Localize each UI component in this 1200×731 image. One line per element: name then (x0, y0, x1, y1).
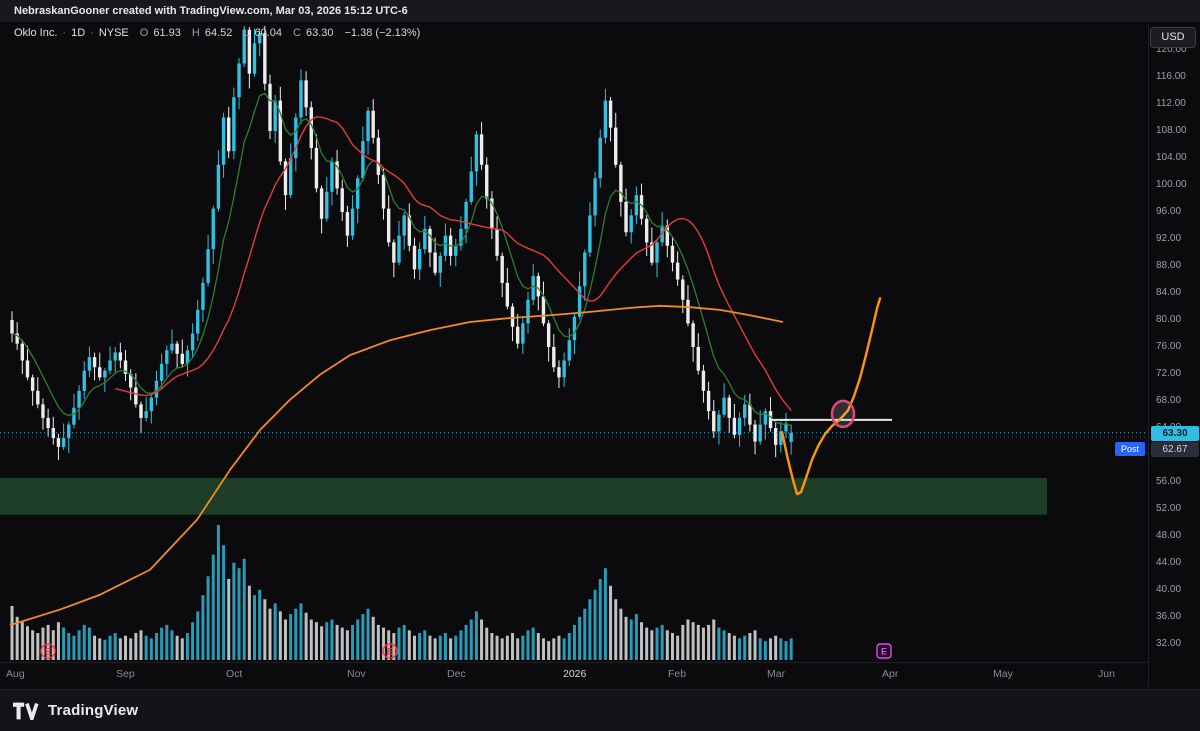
price-tick-label: 120.00 (1156, 44, 1187, 55)
support-zone-rectangle[interactable] (0, 477, 1047, 515)
time-axis-label: Nov (347, 668, 366, 680)
price-tick-label: 92.00 (1156, 233, 1182, 244)
low-value: 60.04 (254, 27, 283, 39)
time-axis[interactable]: Aug Sep Oct Nov Dec 2026 Feb Mar Apr May Jun (0, 662, 1149, 687)
projection-path-drawing[interactable] (780, 297, 882, 496)
ma-slow-orange-line[interactable] (9, 304, 784, 626)
close-label: C (293, 27, 301, 39)
symbol-legend: Oklo Inc. · 1D · NYSE O 61.93 H 64.52 L … (14, 27, 420, 39)
time-axis-label: Apr (882, 668, 899, 680)
circle-annotation-drawing[interactable] (830, 399, 856, 429)
interval-value[interactable]: 1D (71, 27, 86, 39)
time-axis-label: Aug (6, 668, 25, 680)
footer-bar: TradingView (0, 689, 1200, 731)
price-tick-label: 84.00 (1156, 287, 1182, 298)
earnings-marker[interactable]: E (40, 643, 56, 659)
svg-text:E: E (881, 647, 887, 657)
time-axis-label: Oct (226, 668, 243, 680)
ma-fast-green-line[interactable] (11, 92, 792, 427)
candlesticks (10, 26, 793, 461)
price-tick-label: 36.00 (1156, 611, 1182, 622)
price-tick-label: 116.00 (1156, 71, 1186, 82)
post-price-badge: 62.67 (1151, 442, 1199, 457)
legend-separator: · (90, 27, 94, 39)
svg-text:E: E (387, 647, 393, 657)
earnings-marker[interactable]: E (382, 643, 398, 659)
time-axis-label: Dec (447, 668, 466, 680)
price-tick-label: 112.00 (1156, 98, 1186, 109)
price-tick-label: 76.00 (1156, 341, 1182, 352)
price-tick-label: 108.00 (1156, 125, 1187, 136)
ma-mid-red-line[interactable] (115, 116, 792, 412)
tradingview-logo-icon[interactable] (13, 702, 39, 720)
currency-toggle-button[interactable]: USD (1150, 27, 1196, 48)
price-tick-label: 72.00 (1156, 368, 1182, 379)
change-value: −1.38 (−2.13%) (344, 27, 421, 39)
attribution-text: NebraskanGooner created with TradingView… (14, 5, 408, 17)
price-tick-label: 48.00 (1156, 530, 1182, 541)
low-label: L (243, 27, 250, 39)
tradingview-wordmark[interactable]: TradingView (48, 702, 139, 719)
price-tick-label: 104.00 (1156, 152, 1187, 163)
high-label: H (191, 27, 200, 39)
price-tick-label: 44.00 (1156, 557, 1182, 568)
close-value: 63.30 (305, 27, 334, 39)
price-tick-label: 96.00 (1156, 206, 1182, 217)
price-axis[interactable]: 120.00 116.00 112.00 108.00 104.00 100.00 96.0… (1148, 24, 1200, 686)
time-axis-label: Sep (116, 668, 135, 680)
earnings-marker[interactable]: E (876, 643, 892, 659)
exchange-name: NYSE (98, 27, 129, 39)
time-axis-label: Jun (1098, 668, 1115, 680)
time-axis-label: 2026 (563, 668, 587, 680)
time-axis-label: May (993, 668, 1013, 680)
price-tick-label: 52.00 (1156, 503, 1182, 514)
open-label: O (139, 27, 149, 39)
price-tick-label: 40.00 (1156, 584, 1182, 595)
legend-separator: · (62, 27, 67, 39)
price-tick-label: 56.00 (1156, 476, 1182, 487)
time-axis-label: Mar (767, 668, 786, 680)
post-market-label: Post (1114, 442, 1145, 456)
price-tick-label: 100.00 (1156, 179, 1187, 190)
symbol-name[interactable]: Oklo Inc. (14, 27, 58, 39)
price-tick-label: 80.00 (1156, 314, 1182, 325)
svg-text:E: E (45, 647, 51, 657)
last-price-badge: 63.30 (1151, 425, 1199, 441)
price-tick-label: 32.00 (1156, 638, 1182, 649)
time-axis-label: Feb (668, 668, 687, 680)
volume-bars (10, 525, 793, 660)
plot-area[interactable] (0, 16, 1148, 660)
attribution-bar: NebraskanGooner created with TradingView… (0, 0, 1200, 22)
price-tick-label: 88.00 (1156, 260, 1182, 271)
price-tick-label: 68.00 (1156, 395, 1182, 406)
high-value: 64.52 (204, 27, 233, 39)
open-value: 61.93 (153, 27, 181, 39)
